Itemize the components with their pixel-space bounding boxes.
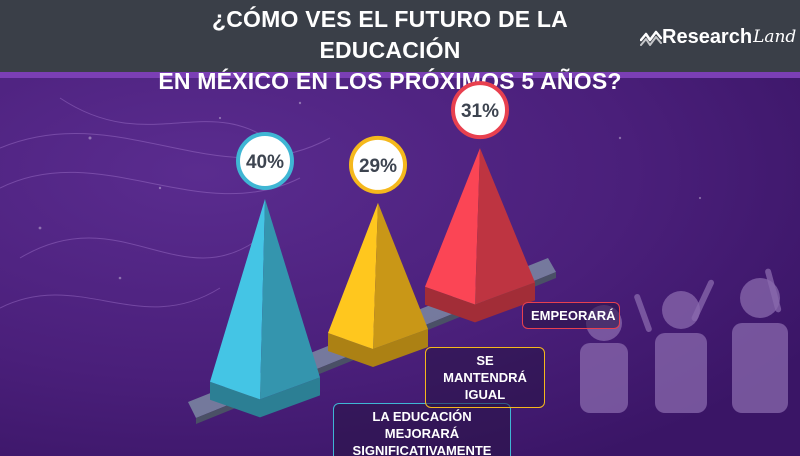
purple-background <box>0 78 800 456</box>
pyramid-same <box>328 202 428 367</box>
pyramid-base-improve <box>210 377 320 418</box>
children-illustration <box>580 268 788 413</box>
logo-mark-icon <box>640 30 662 46</box>
pyramids <box>210 148 535 418</box>
category-label-same: SE MANTENDRÁ IGUAL <box>425 347 545 408</box>
percent-badges: 31% 29% 40% <box>236 81 509 194</box>
page-title: ¿CÓMO VES EL FUTURO DE LA EDUCACIÓN EN M… <box>150 4 630 97</box>
header-bar <box>0 0 800 72</box>
title-line-1: ¿CÓMO VES EL FUTURO DE LA EDUCACIÓN <box>212 6 568 63</box>
accent-stripe <box>0 72 800 78</box>
percent-badge-improve: 40% <box>236 132 294 190</box>
percent-badge-same: 29% <box>349 135 407 194</box>
percent-value-worse: 31% <box>461 101 499 122</box>
title-line-2: EN MÉXICO EN LOS PRÓXIMOS 5 AÑOS? <box>158 68 622 94</box>
pyramid-face-left-same <box>328 202 378 349</box>
brand-script: Land <box>753 27 797 47</box>
pyramid-base-worse <box>425 282 535 323</box>
percent-badge-worse: 31% <box>451 81 509 140</box>
category-label-worse: EMPEORARÁ <box>522 302 620 329</box>
brand-name: Research <box>662 25 753 48</box>
pyramid-face-right-improve <box>260 199 320 400</box>
pyramid-face-right-worse <box>475 148 535 305</box>
pyramid-base-same <box>328 329 428 367</box>
percent-value-same: 29% <box>359 156 397 177</box>
pyramid-face-left-worse <box>425 148 480 305</box>
brand-logo: Research Land <box>640 22 796 52</box>
pyramid-face-left-improve <box>210 199 265 400</box>
category-label-improve: LA EDUCACIÓN MEJORARÁ SIGNIFICATIVAMENTE <box>333 403 511 456</box>
percent-value-improve: 40% <box>246 152 284 173</box>
pyramid-face-right-same <box>373 202 428 349</box>
pyramid-worse <box>425 148 535 323</box>
pyramid-improve <box>210 199 320 418</box>
